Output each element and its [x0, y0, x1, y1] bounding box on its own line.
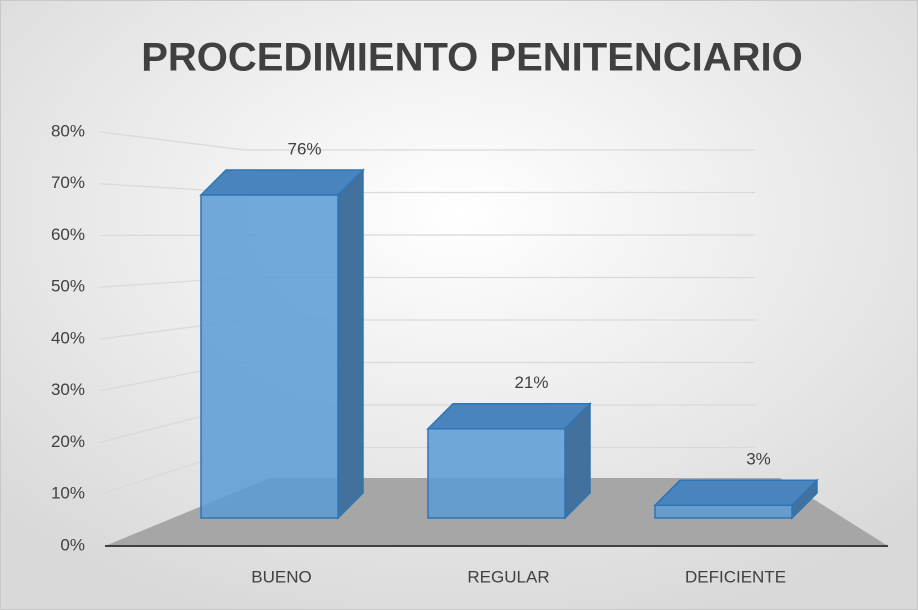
- bar-top: [426, 403, 592, 430]
- chart-title: PROCEDIMIENTO PENITENCIARIO: [141, 36, 803, 80]
- grid-line: [99, 131, 755, 151]
- bar-side: [337, 168, 364, 520]
- bar-front: [654, 504, 793, 519]
- bar: [199, 168, 365, 520]
- y-tick-label: 70%: [51, 173, 85, 192]
- bar-top: [199, 169, 365, 196]
- y-tick-label: 20%: [51, 432, 85, 451]
- grid-line: [99, 234, 755, 237]
- data-label: 76%: [287, 139, 321, 158]
- bar: [653, 478, 819, 520]
- y-tick-label: 60%: [51, 225, 85, 244]
- bar: [426, 401, 592, 520]
- x-tick-label: DEFICIENTE: [685, 567, 786, 586]
- y-tick-label: 0%: [60, 535, 85, 554]
- bar-top: [653, 479, 819, 506]
- y-tick-label: 80%: [51, 121, 85, 140]
- y-tick-label: 40%: [51, 328, 85, 347]
- y-tick-label: 10%: [51, 484, 85, 503]
- data-label: 3%: [746, 450, 771, 469]
- bar-front: [427, 428, 566, 519]
- bar-front: [200, 194, 339, 519]
- y-tick-label: 30%: [51, 380, 85, 399]
- y-tick-label: 50%: [51, 277, 85, 296]
- x-tick-label: BUENO: [251, 567, 311, 586]
- data-label: 21%: [514, 373, 548, 392]
- x-tick-label: REGULAR: [467, 567, 549, 586]
